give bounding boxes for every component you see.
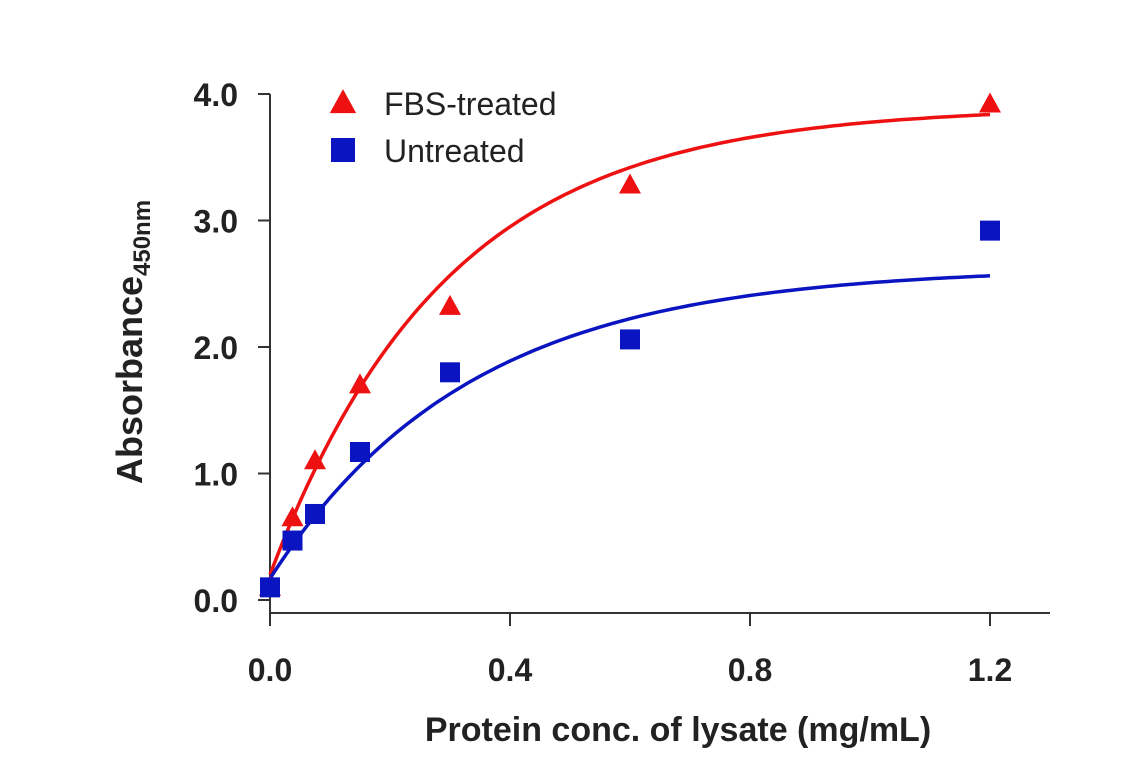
- legend-marker: [329, 89, 357, 114]
- data-point: [305, 503, 325, 524]
- x-tick-label: 0.4: [488, 652, 533, 688]
- x-tick-label: 0.0: [248, 652, 292, 688]
- data-point: [350, 441, 370, 462]
- data-point: [260, 577, 280, 598]
- legend-label: FBS-treated: [384, 86, 557, 122]
- data-point: [349, 373, 371, 394]
- data-points: [259, 92, 1001, 598]
- x-tick-label: 0.8: [728, 652, 772, 688]
- y-tick-label: 1.0: [194, 457, 238, 493]
- data-point: [281, 506, 304, 527]
- data-point: [619, 173, 641, 194]
- axes: 0.0 1.0 2.0 3.0 4.0 0.0 0.4 0.8 1.2: [194, 77, 1050, 688]
- x-tick-label: 1.2: [968, 652, 1012, 688]
- y-axis-title: Absorbance450nm: [109, 200, 156, 484]
- y-tick-label: 4.0: [194, 77, 238, 113]
- data-point: [979, 92, 1001, 113]
- y-axis-title-subscript: 450nm: [129, 200, 156, 276]
- y-tick-label: 0.0: [194, 583, 238, 619]
- data-point: [304, 449, 326, 470]
- data-point: [440, 362, 460, 383]
- data-point: [282, 530, 303, 551]
- data-point: [980, 220, 1000, 241]
- x-axis-title: Protein conc. of lysate (mg/mL): [425, 711, 931, 749]
- fit-curves: [268, 112, 991, 580]
- fit-curve: [268, 112, 991, 576]
- data-point: [620, 329, 640, 350]
- y-axis-title-main: Absorbance: [109, 276, 150, 484]
- y-tick-label: 3.0: [194, 204, 238, 240]
- data-point: [439, 294, 461, 315]
- y-tick-label: 2.0: [194, 330, 238, 366]
- legend-marker: [331, 138, 355, 162]
- fit-curve: [268, 274, 991, 580]
- legend: FBS-treated Untreated: [329, 86, 557, 169]
- legend-label: Untreated: [384, 133, 525, 169]
